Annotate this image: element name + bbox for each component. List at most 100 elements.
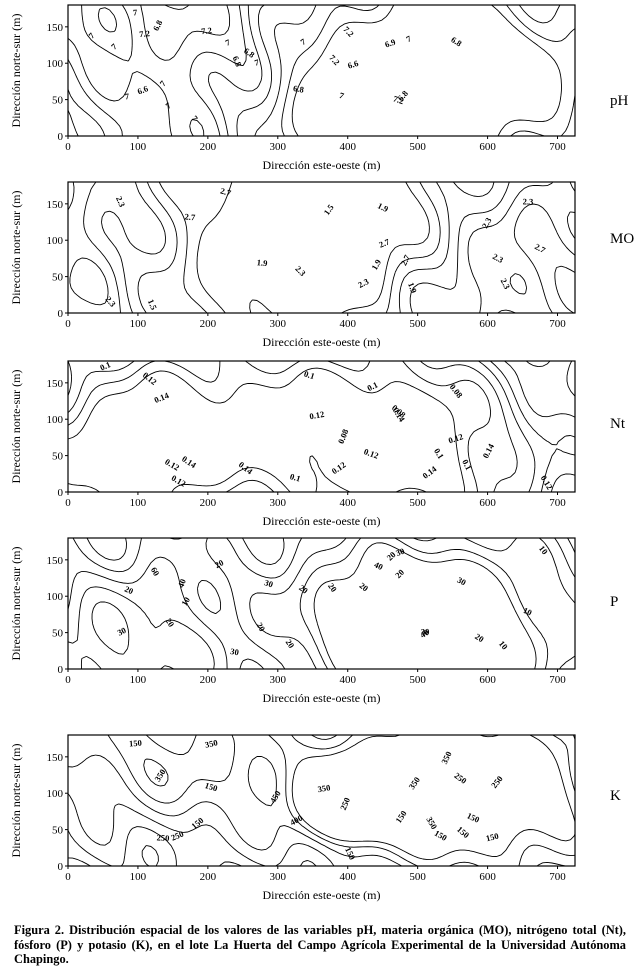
x-tick-label: 500 [409,871,426,883]
contour-label: 350 [406,775,422,791]
plot-frame [67,181,576,314]
x-tick-label: 500 [409,674,426,686]
contour-level-4 [67,4,273,137]
contour-label: 2.7 [533,241,548,255]
contour-level-6 [91,537,549,670]
y-tick-label: 50 [52,272,64,284]
contour-level-5 [137,181,495,314]
y-tick-label: 100 [47,414,64,426]
x-tick-label: 700 [549,674,566,686]
contour-label: 40 [373,559,385,572]
x-tick-label: 400 [339,141,356,153]
contour-level-2 [67,4,247,137]
x-tick-label: 100 [130,318,147,330]
contour-label: 0.12 [170,473,188,489]
contour-label: 0.1 [460,458,474,472]
contour-label: 0.1 [98,359,112,372]
x-tick-label: 700 [549,318,566,330]
x-tick-label: 700 [549,141,566,153]
x-tick-label: 0 [65,497,71,509]
contour-label: 250 [489,774,505,790]
contour-level-1 [554,265,576,314]
contour-label: 7.2 [392,93,405,106]
contour-label: 10 [179,595,192,607]
contour-label: 150 [129,738,142,749]
x-tick-label: 400 [339,871,356,883]
x-tick-label: 500 [409,497,426,509]
x-tick-label: 300 [270,141,287,153]
contour-level-6 [281,4,576,137]
contour-label: 20 [164,616,177,629]
contour-label: 2.7 [377,236,391,250]
contour-label: 1.9 [376,200,390,214]
contour-label: 2.3 [293,264,308,279]
caption-text: Figura 2. Distribución espacial de los v… [14,923,626,967]
contour-label: 150 [465,810,481,824]
y-tick-label: 0 [58,308,64,320]
x-tick-label: 400 [339,318,356,330]
contour-level-3 [72,537,576,670]
variable-label: P [610,594,618,610]
contour-label: 150 [204,780,219,793]
contour-label: 2.7 [398,252,412,267]
x-tick-label: 0 [65,141,71,153]
x-tick-label: 700 [549,497,566,509]
contour-label: 350 [204,737,219,750]
x-tick-label: 400 [339,674,356,686]
contour-label: 7 [124,91,130,102]
contour-label: 0.12 [141,370,159,387]
contour-label: 7.2 [201,25,213,36]
contour-label: 7.2 [327,53,342,68]
contour-label: 0.12 [363,446,380,460]
y-tick-label: 0 [58,487,64,499]
contour-label: 0.14 [180,454,199,471]
contour-label: 20 [123,584,135,597]
contour-label: 350 [317,782,331,794]
contour-lines [67,360,576,493]
contour-label: 0.08 [336,428,351,445]
contour-label: 7.2 [341,24,356,39]
variable-label: Nt [610,416,626,432]
contour-level-3 [490,360,576,493]
contour-level-4 [67,537,576,670]
x-tick-label: 500 [409,141,426,153]
contour-figure: 7.276.86.676.877.277.26.87776.66.876.87.… [9,4,634,902]
contour-label: 2.7 [219,186,233,199]
x-tick-label: 100 [130,871,147,883]
contour-level-5 [254,4,561,137]
variable-label: pH [610,93,629,109]
y-axis-label: Dirección norte-sur (m) [9,547,23,661]
contour-label: 7 [109,41,119,52]
contour-lines [67,181,576,314]
contour-label: 30 [394,546,406,558]
x-tick-label: 100 [130,674,147,686]
y-axis-label: Dirección norte-sur (m) [9,14,23,128]
contour-label: 7 [254,57,261,68]
contour-level-6 [158,181,441,314]
contour-label: 20 [213,557,225,570]
x-axis-label: Dirección este-oeste (m) [263,335,381,349]
contour-label: 40 [176,577,188,589]
contour-label: 7 [86,30,97,41]
contour-label: 0.14 [153,390,171,405]
contour-label: 1.5 [146,298,159,312]
plot-frame [67,734,576,867]
y-tick-label: 150 [47,378,64,390]
contour-label: 30 [421,626,430,636]
contour-label: 150 [343,846,357,862]
contour-label: 6.8 [242,46,256,60]
y-tick-label: 0 [58,861,64,873]
contour-label: 10 [522,605,534,618]
contour-label: 250 [156,832,169,843]
contour-label: 2.3 [480,216,494,230]
contour-label: 7 [404,33,413,44]
contour-label: 30 [456,575,468,588]
y-tick-label: 50 [52,451,64,463]
contour-label: 1.9 [406,281,419,295]
contour-level-5 [67,734,566,867]
contour-label: 2.3 [114,195,127,209]
contour-label: 7 [133,7,139,17]
contour-level-7 [143,734,576,861]
y-axis-label: Dirección norte-sur (m) [9,744,23,858]
contour-label: 2.3 [103,294,118,309]
